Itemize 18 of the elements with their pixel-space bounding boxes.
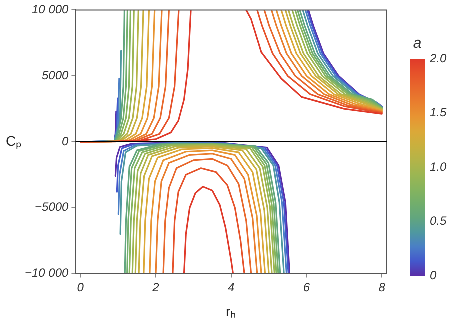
color-bar-title: a — [413, 35, 422, 52]
y-axis-title: Cₚ — [6, 132, 22, 150]
x-tick-label: 0 — [77, 280, 84, 294]
color-bar-label: 1.5 — [430, 106, 448, 120]
color-bar-label: 0 — [430, 268, 437, 282]
x-tick-label: 2 — [152, 280, 160, 294]
y-tick-label: 5000 — [42, 68, 70, 82]
color-bar-label: 0.5 — [430, 214, 448, 228]
x-tick-label: 4 — [228, 280, 236, 294]
x-tick-label: 8 — [378, 280, 386, 294]
y-tick-label: −5000 — [35, 200, 70, 214]
x-tick-label: 6 — [303, 280, 310, 294]
color-bar-label: 1.0 — [430, 160, 448, 174]
color-bar-label: 2.0 — [429, 51, 448, 66]
y-tick-label: 10 000 — [32, 2, 70, 17]
y-tick-label: 0 — [62, 134, 70, 148]
y-tick-label: −10 000 — [24, 266, 70, 280]
x-axis-title: rₕ — [226, 303, 237, 320]
